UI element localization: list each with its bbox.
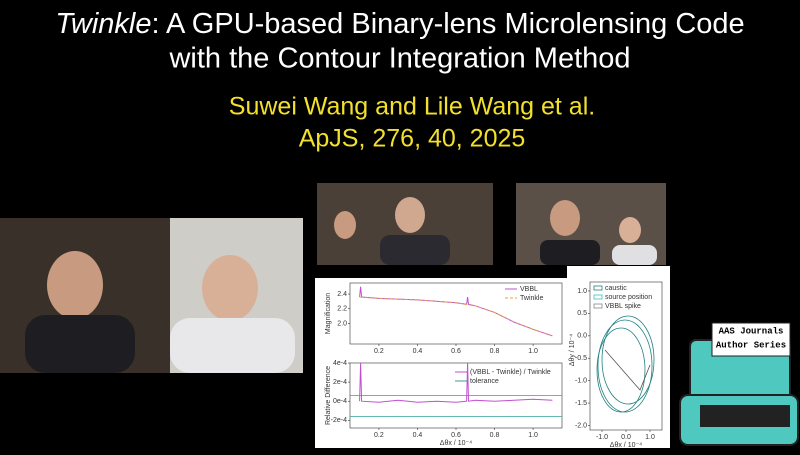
y-tick-label: 1.0 [577,288,587,295]
badge-line-2: Author Series [716,340,786,350]
y-tick-label: 0e-4 [333,398,347,405]
legend-label: source position [605,294,652,301]
legend-label: (VBBL - Twinkle) / Twinkle [470,369,551,376]
y-tick-label: -0.5 [575,355,587,362]
video-right [516,183,666,265]
legend-label: VBBL [520,286,538,293]
x-tick-label: 0.2 [374,348,384,355]
x-axis-label: Δθx / 10⁻⁴ [440,440,472,447]
video-middle [317,183,493,265]
authors: Suwei Wang and Lile Wang et al. [229,93,595,121]
series-line [359,296,553,337]
y-tick-label: 2.2 [337,306,347,313]
legend-swatch [593,294,603,300]
y-axis-label: Magnification [325,293,332,334]
x-tick-label: 0.6 [451,348,461,355]
y-tick-label: 2.4 [337,291,347,298]
figure-right-bg [567,266,670,448]
x-tick-label: 0.4 [413,432,423,439]
series-line [359,286,553,337]
y-tick-label: -2e-4 [331,417,347,424]
y-tick-label: -1.5 [575,400,587,407]
x-axis-label: Δθx / 10⁻⁴ [610,442,642,449]
x-tick-label: 0.0 [621,434,631,441]
badge-line-1: AAS Journals [719,326,784,336]
legend-label: Twinkle [520,295,543,302]
legend-label: tolerance [470,378,499,385]
y-tick-label: -2.0 [575,422,587,429]
title-line-2: with the Contour Integration Method [168,43,630,75]
series-line [359,362,553,403]
y-axis-label: Δθy / 10⁻⁴ [569,334,576,366]
y-tick-label: 2e-4 [333,379,347,386]
y-tick-label: 0.5 [577,310,587,317]
y-tick-label: 4e-4 [333,360,347,367]
x-tick-label: 0.4 [413,348,423,355]
figure: 2.0 2.2 2.4 0.2 0.4 0.6 0.8 1.0 Magnification VBB… [325,281,663,449]
legend-swatch [593,303,603,309]
y-tick-label: 0.0 [577,333,587,340]
x-tick-label: 1.0 [645,434,655,441]
x-tick-label: 0.8 [490,348,500,355]
title-rest: : A GPU-based Binary-lens Microlensing C… [151,8,744,40]
y-tick-label: 2.0 [337,320,347,327]
caustic-sketch [596,315,655,413]
video-left [0,218,303,373]
x-tick-label: 1.0 [528,348,538,355]
badge: AAS Journals Author Series [679,322,799,446]
title-italic: Twinkle [55,8,151,40]
x-tick-label: 0.8 [490,432,500,439]
x-tick-label: 0.6 [451,432,461,439]
x-tick-label: 1.0 [528,432,538,439]
x-tick-label: -1.0 [596,434,608,441]
legend-label: caustic [605,285,627,292]
x-tick-label: 0.2 [374,432,384,439]
y-axis-label: Relative Difference [325,366,332,425]
y-tick-label: -1.0 [575,378,587,385]
citation: ApJS, 276, 40, 2025 [299,125,526,153]
legend-swatch [593,285,603,291]
title-line-1: Twinkle: A GPU-based Binary-lens Microle… [55,8,744,40]
legend-label: VBBL spike [605,303,641,310]
